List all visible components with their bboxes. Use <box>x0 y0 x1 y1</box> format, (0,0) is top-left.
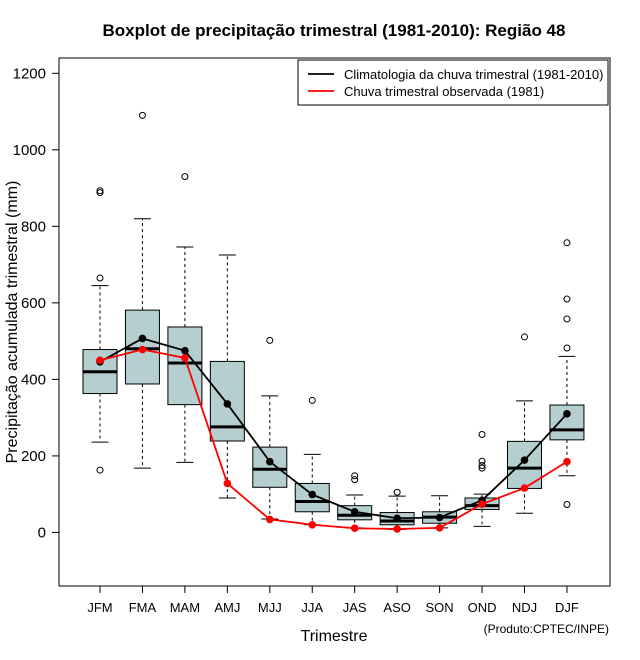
boxplot-ond <box>464 430 500 527</box>
x-tick-label: FMA <box>129 600 157 615</box>
chart-title: Boxplot de precipitação trimestral (1981… <box>103 21 566 40</box>
climatology-point <box>393 514 401 523</box>
x-tick-label: OND <box>468 600 497 615</box>
series-lines <box>96 334 571 533</box>
y-tick-label: 200 <box>21 448 46 465</box>
x-axis-label: Trimestre <box>301 628 368 645</box>
observed-point <box>350 524 359 533</box>
x-tick-label: ASO <box>383 600 410 615</box>
x-tick-label: SON <box>426 600 454 615</box>
y-axis: 0 200 400 600 800 1000 1200 <box>13 65 60 541</box>
climatology-point <box>520 456 529 464</box>
boxplot-jas <box>337 472 373 529</box>
boxplot-fma <box>124 111 160 469</box>
boxplot-jfm <box>82 187 118 474</box>
climatology-point <box>435 513 444 522</box>
iqr-box <box>252 446 288 488</box>
x-tick-label: NDJ <box>512 600 537 615</box>
x-tick-label: JAS <box>343 600 367 615</box>
y-tick-label: 0 <box>38 524 46 541</box>
x-tick-label: AMJ <box>214 600 240 615</box>
boxplot-amj <box>209 254 245 499</box>
outlier-point <box>563 315 571 323</box>
product-credit: (Produto:CPTEC/INPE) <box>484 622 609 636</box>
climatology-point <box>266 457 274 466</box>
climatology-point <box>181 346 189 355</box>
outlier-point <box>96 187 104 195</box>
boxplot-mjj <box>252 336 288 520</box>
outlier-point <box>478 464 486 472</box>
x-tick-label: MAM <box>170 600 200 615</box>
outlier-point <box>563 501 571 509</box>
legend-climatology-label: Climatologia da chuva trimestral (1981-2… <box>344 67 603 82</box>
climatology-point <box>138 334 147 343</box>
legend-box <box>297 59 609 106</box>
y-tick-label: 1000 <box>13 142 46 159</box>
observed-point <box>393 525 401 533</box>
observed-point <box>138 345 147 354</box>
y-tick-label: 600 <box>21 295 46 312</box>
climatology-point <box>223 400 232 408</box>
outlier-point <box>478 461 486 469</box>
x-axis: JFM FMA MAM AMJ MJJ JJA JAS ASO SON OND NDJ DJF <box>87 585 579 615</box>
y-axis-label: Precipitação acumulada trimestral (mm) <box>4 181 21 464</box>
boxplot-mam <box>167 173 203 463</box>
x-tick-label: JJA <box>301 600 323 615</box>
outlier-point <box>266 336 274 344</box>
observed-point <box>96 356 104 365</box>
y-tick-label: 1200 <box>13 65 46 82</box>
observed-point <box>520 484 529 492</box>
climatology-line <box>99 337 568 520</box>
y-tick-label: 800 <box>21 218 46 235</box>
outlier-point <box>563 239 571 247</box>
outlier-point <box>308 396 316 404</box>
observed-point <box>563 457 571 466</box>
outlier-point <box>96 189 104 197</box>
boxplot-aso <box>379 488 415 530</box>
outlier-point <box>478 430 486 438</box>
legend: Climatologia da chuva trimestral (1981-2… <box>297 59 609 106</box>
observed-point <box>435 524 444 532</box>
boxplots <box>82 111 585 530</box>
outlier-point <box>96 274 104 282</box>
boxplot-jja <box>294 396 330 526</box>
x-tick-label: DJF <box>555 600 579 615</box>
outlier-point <box>181 173 189 181</box>
climatology-point <box>308 490 317 499</box>
outlier-point <box>563 295 571 303</box>
boxplot-djf <box>549 239 585 509</box>
legend-observed-label: Chuva trimestral observada (1981) <box>344 84 544 99</box>
outlier-point <box>393 488 401 496</box>
y-tick-label: 400 <box>21 371 46 388</box>
climatology-point <box>350 507 359 516</box>
outlier-point <box>138 111 146 119</box>
outlier-point <box>351 472 359 480</box>
observed-point <box>181 354 189 362</box>
outlier-point <box>563 344 571 352</box>
outlier-point <box>351 476 359 484</box>
observed-point <box>223 479 232 488</box>
climatology-point <box>563 410 571 418</box>
observed-point <box>266 515 274 524</box>
x-tick-label: MJJ <box>258 600 282 615</box>
observed-point <box>308 520 317 529</box>
outlier-point <box>478 457 486 465</box>
observed-point <box>478 500 486 508</box>
x-tick-label: JFM <box>87 600 112 615</box>
observed-line <box>99 348 568 530</box>
outlier-point <box>521 333 528 341</box>
outlier-point <box>96 466 104 474</box>
